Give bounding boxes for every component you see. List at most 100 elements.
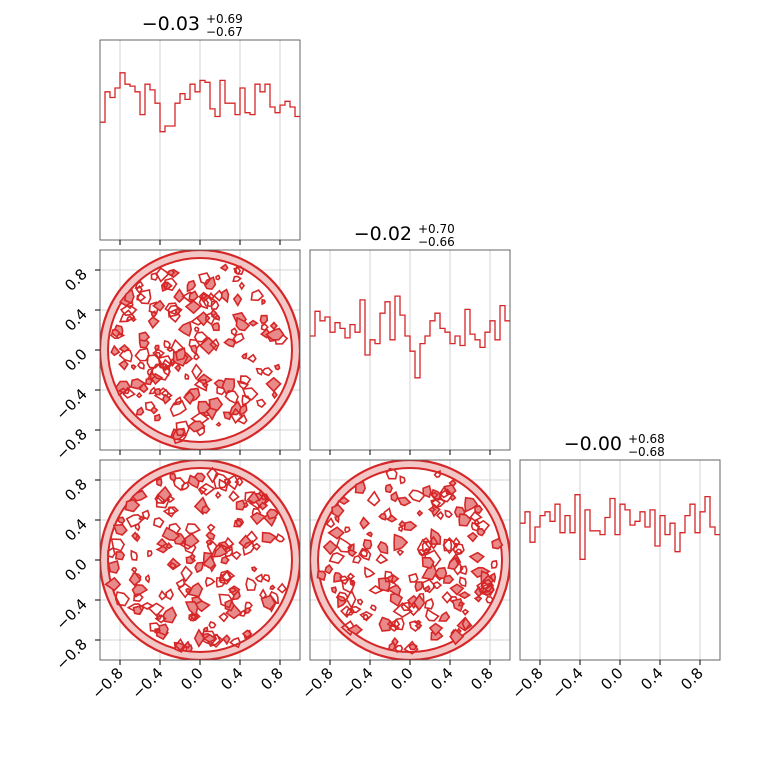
- contour-island: [255, 367, 264, 376]
- contour-island: [198, 296, 209, 310]
- contour-island: [469, 510, 483, 522]
- contour-island: [154, 614, 167, 624]
- contour-island: [422, 484, 432, 499]
- contour-island: [238, 281, 245, 291]
- contour-island: [259, 314, 269, 325]
- contour-island: [481, 582, 495, 596]
- contour-island: [434, 566, 448, 580]
- contour-island: [118, 349, 133, 363]
- contour-island: [112, 523, 128, 536]
- contour-island: [423, 548, 430, 555]
- contour-island: [328, 552, 346, 565]
- contour-island: [190, 412, 210, 426]
- contour-island: [184, 373, 190, 380]
- contour-island: [464, 496, 479, 513]
- contour-island: [191, 363, 203, 381]
- contour-island: [169, 358, 177, 368]
- contour-island: [444, 509, 453, 519]
- contour-island: [369, 604, 377, 612]
- contour-island: [368, 585, 384, 595]
- x-tick-label: 0.8: [257, 664, 287, 694]
- y-tick-label: 0.4: [61, 305, 91, 335]
- contour-island: [392, 602, 413, 618]
- contour-island: [248, 319, 259, 327]
- contour-island: [201, 293, 209, 300]
- contour-island: [219, 263, 229, 272]
- contour-island: [167, 269, 176, 277]
- contour-island: [161, 393, 172, 405]
- contour-island: [145, 574, 151, 584]
- contour-island: [230, 327, 238, 337]
- contour-island: [201, 554, 216, 570]
- contour-island: [162, 606, 178, 624]
- contour-island: [239, 375, 252, 386]
- contour-island: [271, 390, 278, 400]
- contour-island: [385, 467, 398, 480]
- histogram-step-line: [310, 295, 510, 379]
- histogram-panel-x2: [520, 460, 720, 660]
- contour-island: [134, 347, 150, 362]
- contour-island: [423, 585, 431, 593]
- contour-island: [400, 601, 411, 612]
- contour-island: [416, 509, 424, 517]
- contour-island: [249, 511, 267, 526]
- contour-island: [180, 565, 193, 583]
- contour-island: [421, 537, 430, 546]
- contour-island: [188, 612, 197, 622]
- contour-island: [261, 298, 266, 306]
- contour-island: [235, 265, 245, 276]
- histogram-step-line: [520, 494, 720, 560]
- contour-island: [364, 566, 376, 579]
- contour-island: [491, 537, 504, 550]
- contour-island: [232, 332, 245, 345]
- contour-island: [156, 485, 172, 503]
- contour-island: [158, 589, 168, 601]
- contour-island: [118, 344, 130, 353]
- contour-island: [459, 565, 468, 576]
- contour-island: [189, 344, 198, 356]
- contour-island: [107, 559, 120, 574]
- contour-panel-x0-x2: [100, 460, 300, 660]
- contour-island: [414, 581, 424, 593]
- contour-island: [152, 348, 166, 360]
- contour-island: [273, 363, 281, 371]
- x-tick-label: −0.4: [128, 664, 166, 702]
- contour-island: [174, 637, 185, 652]
- contour-island: [212, 472, 230, 490]
- contour-island: [241, 394, 251, 407]
- contour-island: [153, 388, 162, 396]
- contour-island: [331, 503, 345, 519]
- contour-island: [435, 510, 445, 521]
- contour-island: [275, 533, 286, 543]
- contour-island: [183, 640, 191, 650]
- contour-island: [125, 315, 134, 321]
- contour-island: [316, 570, 327, 582]
- contour-island: [181, 481, 190, 491]
- contour-island: [256, 398, 267, 408]
- contour-island: [454, 548, 463, 554]
- contour-island: [327, 526, 345, 540]
- contour-island: [122, 386, 137, 399]
- contour-island: [133, 593, 144, 603]
- contour-island: [428, 622, 444, 637]
- contour-island: [390, 490, 399, 503]
- contour-island: [413, 593, 426, 612]
- contour-island: [149, 622, 162, 633]
- contour-island: [394, 644, 404, 653]
- contour-island: [276, 582, 288, 594]
- contour-island: [218, 612, 229, 623]
- contour-island: [429, 527, 442, 545]
- contour-island: [200, 504, 211, 515]
- contour-island: [196, 426, 206, 437]
- contour-island: [428, 535, 439, 550]
- x-tick-label: −0.4: [548, 664, 586, 702]
- contour-island: [228, 637, 242, 649]
- contour-island: [131, 531, 139, 541]
- contour-island: [333, 571, 343, 583]
- contour-island: [198, 272, 212, 286]
- contour-island: [399, 475, 406, 485]
- contour-island: [325, 516, 336, 529]
- contour-island: [134, 280, 144, 289]
- contour-island: [155, 545, 169, 554]
- histogram-step-line: [100, 72, 300, 133]
